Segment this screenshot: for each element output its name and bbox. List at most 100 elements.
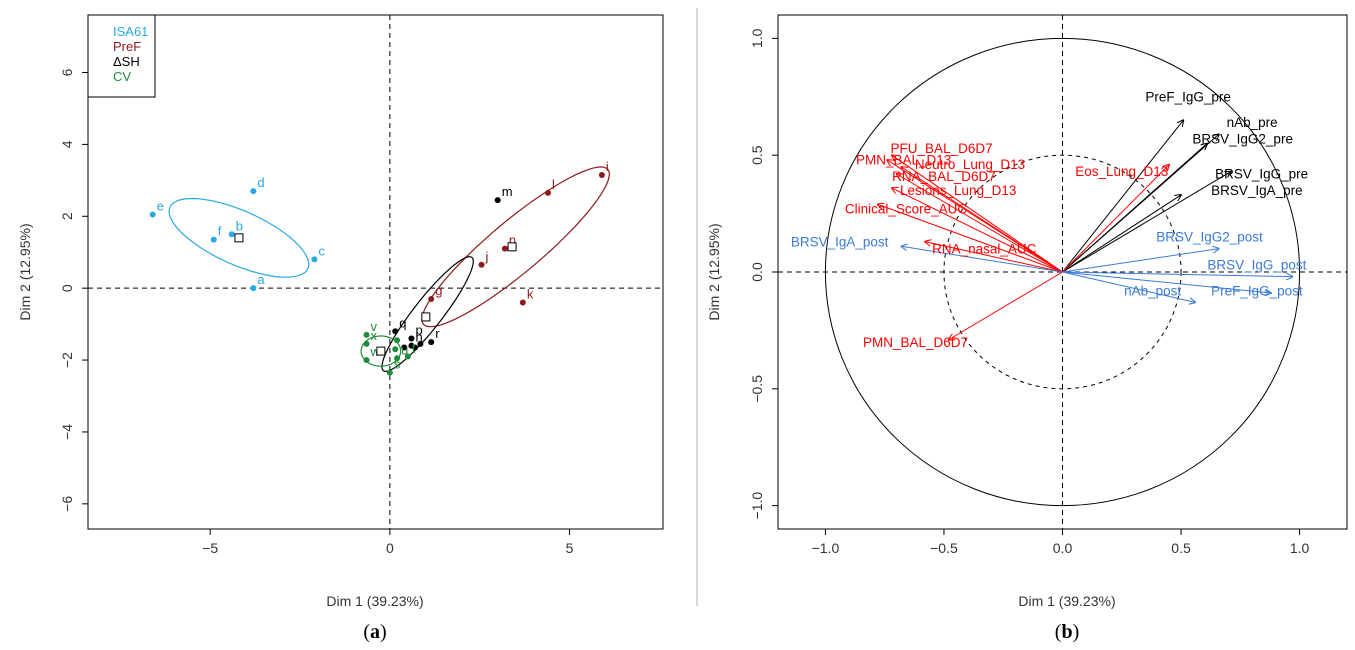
arrow-rna-bal-d6d7	[897, 174, 1063, 273]
x-tick-label: −1.0	[812, 540, 840, 556]
point-label-q: q	[399, 315, 406, 330]
x-tick-label: −0.5	[930, 540, 958, 556]
y-tick-label: 1.0	[749, 28, 765, 48]
point-sh-p	[408, 335, 415, 342]
panel-b-caption-letter: b	[1061, 621, 1072, 643]
panel-a-caption-letter: a	[370, 621, 380, 643]
ellipse-sh	[381, 256, 474, 373]
point-label-a: a	[257, 272, 265, 287]
point-isa61-e	[149, 211, 156, 218]
point-sh	[412, 344, 419, 351]
arrow-lesions-lung-d13	[892, 188, 1063, 273]
point-label-k: k	[527, 287, 534, 302]
panel-a-x-axis-title: Dim 1 (39.23%)	[326, 593, 423, 609]
arrow-label-lesions-lung-d13: Lesions_Lung_D13	[900, 183, 1016, 198]
arrow-label-brsv-igg2-pre: BRSV_IgG2_pre	[1192, 132, 1293, 147]
arrow-brsv-igg2-pre	[1062, 144, 1208, 273]
point-label-g: g	[435, 283, 442, 298]
legend-item-delta-sh: ΔSH	[113, 54, 140, 69]
y-tick-label: 0.0	[749, 262, 765, 282]
point-pref-l	[545, 189, 551, 196]
point-label-e: e	[157, 198, 164, 213]
point-cv	[392, 346, 399, 353]
arrow-label-nab-post: nAb_post	[1124, 283, 1181, 298]
panel-a-caption: (a)	[363, 621, 386, 643]
point-label-v: v	[371, 319, 378, 334]
arrow-label-pmn-bal-d13: PMN_BAL_D13	[856, 153, 951, 168]
point-label-c: c	[318, 243, 325, 258]
panel-a-reference-lines	[88, 15, 663, 529]
arrow-label-nab-pre: nAb_pre	[1227, 115, 1278, 130]
arrow-neutro-lung-d13	[901, 167, 1063, 273]
x-tick-label: 5	[566, 540, 574, 556]
arrow-pfu-bal-d6d7	[892, 155, 1063, 273]
point-label-p: p	[415, 322, 422, 337]
point-label-b: b	[236, 218, 243, 233]
point-cv-t	[404, 353, 411, 360]
point-label-j: j	[485, 249, 489, 264]
panel-b-y-axis-title: Dim 2 (12.95%)	[706, 223, 722, 320]
arrow-brsv-iga-pre	[1062, 195, 1182, 273]
panel-b-x-axis-title: Dim 1 (39.23%)	[1018, 593, 1115, 609]
point-isa61-c	[311, 256, 318, 263]
point-pref-i	[598, 171, 605, 178]
arrow-pref-igg-pre	[1062, 120, 1184, 273]
x-tick-label: 0	[386, 540, 394, 556]
point-label-h: h	[415, 330, 422, 345]
point-isa61-d	[250, 188, 257, 195]
point-cv-x	[363, 340, 370, 347]
legend-item-isa61: ISA61	[113, 24, 148, 39]
point-label-l: l	[552, 177, 555, 192]
legend-item-cv: CV	[113, 69, 131, 84]
y-tick-label: 4	[59, 140, 75, 148]
arrow-label-rna-bal-d6d7: RNA_BAL_D6D7	[892, 169, 996, 184]
panel-b-caption: (b)	[1055, 621, 1079, 643]
arrow-label-pmn-bal-d6d7: PMN_BAL_D6D7	[863, 335, 968, 350]
point-label-r: r	[435, 326, 440, 341]
point-isa61-f	[210, 236, 217, 243]
arrow-eos-lung-d13	[1062, 165, 1170, 273]
point-label-d: d	[257, 175, 264, 190]
arrow-brsv-igg2-post	[1062, 249, 1219, 273]
point-cv-w	[363, 357, 370, 364]
arrow-nab-post	[1062, 271, 1196, 302]
panel-a-x-axis: −5 0 5	[202, 529, 574, 556]
arrow-label-neutro-lung-d13: Neutro_Lung_D13	[915, 157, 1025, 172]
x-tick-label: 1.0	[1290, 540, 1310, 556]
y-tick-label: −1.0	[749, 492, 765, 520]
arrow-label-brsv-igg-post: BRSV_IgG_post	[1207, 258, 1306, 273]
point-sh-q	[392, 328, 399, 335]
y-tick-label: −6	[59, 496, 75, 512]
centroid-cv	[376, 346, 386, 356]
arrow-label-brsv-iga-post: BRSV_IgA_post	[791, 234, 889, 249]
panel-b-x-axis: −1.0 −0.5 0.0 0.5 1.0	[812, 529, 1310, 556]
panel-a-plot-frame	[87, 14, 664, 530]
arrow-label-clinical-score-auc: Clinical_Score_AUC	[845, 202, 968, 217]
arrow-label-eos-lung-d13: Eos_Lung_D13	[1075, 164, 1168, 179]
arrow-label-brsv-iga-pre: BRSV_IgA_pre	[1211, 183, 1303, 198]
y-tick-label: 0.5	[749, 145, 765, 165]
centroid-isa61	[234, 233, 244, 243]
y-tick-label: −2	[59, 352, 75, 368]
arrow-label-pfu-bal-d6d7: PFU_BAL_D6D7	[891, 141, 993, 156]
point-isa61-b	[228, 231, 235, 238]
panel-a-legend: ISA61 PreF ΔSH CV	[87, 14, 156, 98]
ellipse-isa61	[168, 197, 310, 278]
point-pref-n	[501, 245, 508, 252]
point-cv-v	[363, 331, 370, 338]
legend-item-pref: PreF	[113, 39, 141, 54]
arrow-pref-igg-post	[1062, 271, 1272, 293]
arrow-pmn-bal-d6d7	[949, 271, 1063, 340]
arrow-clinical-score-auc	[878, 204, 1063, 273]
panel-b-caption-close: )	[1073, 621, 1080, 643]
x-tick-label: 0.0	[1053, 540, 1073, 556]
arrow-brsv-igg-pre	[1062, 172, 1231, 273]
panel-a-legend-box	[87, 14, 156, 98]
y-tick-label: −4	[59, 424, 75, 440]
y-tick-label: 2	[59, 212, 75, 220]
panel-b-variable-arrows: PreF_IgG_pre nAb_pre BRSV_IgG2_pre BRSV_IgG…	[791, 89, 1308, 349]
point-sh-m	[494, 197, 501, 204]
